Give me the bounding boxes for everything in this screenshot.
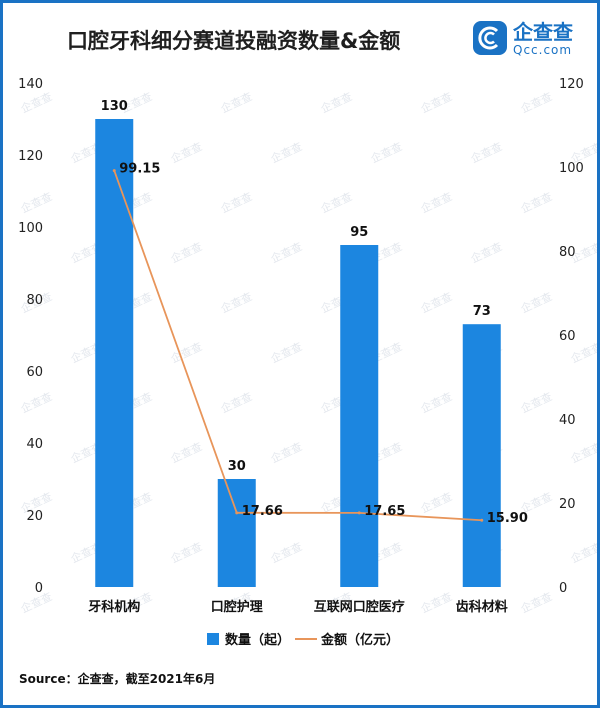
category-label: 齿科材料 <box>456 599 508 615</box>
legend-bar-label: 数量（起） <box>225 632 290 648</box>
bar-齿科材料 <box>462 324 501 587</box>
watermark-text: 企查查 <box>518 389 554 416</box>
watermark-text: 企查查 <box>18 389 54 416</box>
category-label: 口腔护理 <box>211 599 263 615</box>
watermark-text: 企查查 <box>268 539 304 566</box>
watermark-text: 企查查 <box>268 139 304 166</box>
watermark-text: 企查查 <box>518 89 554 116</box>
watermark-text: 企查查 <box>418 489 454 516</box>
bar-value-label: 130 <box>101 99 128 114</box>
legend-bar-swatch <box>207 633 219 645</box>
data-labels: 130 30 95 73 99.15 17.66 17.65 15.90 <box>101 99 528 526</box>
watermark-text: 企查查 <box>218 189 254 216</box>
watermark-text: 企查查 <box>518 289 554 316</box>
bar-口腔护理 <box>217 479 256 587</box>
left-tick-label: 80 <box>26 293 43 308</box>
category-label: 互联网口腔医疗 <box>314 599 405 615</box>
watermark-text: 企查查 <box>318 189 354 216</box>
watermark-text: 企查查 <box>18 189 54 216</box>
right-tick-label: 40 <box>559 413 576 428</box>
watermark-text: 企查查 <box>268 339 304 366</box>
amount-point <box>112 169 116 173</box>
line-value-label: 17.65 <box>364 504 405 519</box>
right-tick-label: 60 <box>559 329 576 344</box>
watermark-text: 企查查 <box>518 589 554 616</box>
watermark-text: 企查查 <box>418 389 454 416</box>
watermark-text: 企查查 <box>318 89 354 116</box>
legend: 数量（起） 金额（亿元） <box>207 632 399 648</box>
bar-value-label: 95 <box>350 225 368 240</box>
source-note: Source：企查查，截至2021年6月 <box>19 671 215 686</box>
right-tick-label: 80 <box>559 245 576 260</box>
legend-line-label: 金额（亿元） <box>320 632 399 648</box>
left-tick-label: 100 <box>18 221 43 236</box>
watermark-text: 企查查 <box>218 389 254 416</box>
watermark-text: 企查查 <box>418 289 454 316</box>
watermark-text: 企查查 <box>268 439 304 466</box>
watermark-text: 企查查 <box>418 589 454 616</box>
right-y-axis: 0 20 40 60 80 100 120 <box>559 77 584 596</box>
watermark-text: 企查查 <box>418 89 454 116</box>
watermark-text: 企查查 <box>368 139 404 166</box>
logo-name: 企查查 <box>512 20 573 44</box>
left-y-axis: 0 20 40 60 80 100 120 140 <box>18 77 43 596</box>
category-label: 牙科机构 <box>88 599 140 615</box>
left-tick-label: 40 <box>26 437 43 452</box>
right-tick-label: 20 <box>559 497 576 512</box>
left-tick-label: 120 <box>18 149 43 164</box>
left-tick-label: 20 <box>26 509 43 524</box>
watermark-text: 企查查 <box>268 239 304 266</box>
watermark-text: 企查查 <box>218 289 254 316</box>
watermark-text: 企查查 <box>418 189 454 216</box>
bar-value-label: 73 <box>473 304 491 319</box>
logo-badge-icon <box>473 21 507 55</box>
watermark-text: 企查查 <box>168 439 204 466</box>
watermark-text: 企查查 <box>18 89 54 116</box>
right-tick-label: 100 <box>559 161 584 176</box>
bar-牙科机构 <box>95 119 134 587</box>
left-tick-label: 0 <box>35 581 43 596</box>
right-tick-label: 0 <box>559 581 567 596</box>
watermark-text: 企查查 <box>568 439 597 466</box>
logo-mark-inner <box>484 31 495 45</box>
logo-domain: Qcc.com <box>513 43 572 57</box>
line-value-label: 17.66 <box>242 504 283 519</box>
chart: 企查查 企查查 企查查 企查查 企查查 企查查企查查 企查查 企查查 企查查 企查查 企查查企查查企… <box>18 20 597 686</box>
watermark-text: 企查查 <box>168 139 204 166</box>
left-tick-label: 60 <box>26 365 43 380</box>
watermark-text: 企查查 <box>168 339 204 366</box>
watermark-text: 企查查 <box>468 139 504 166</box>
qcc-logo: 企查查 Qcc.com <box>473 20 573 57</box>
watermark-text: 企查查 <box>518 189 554 216</box>
amount-point <box>235 511 239 515</box>
amount-line <box>113 170 482 522</box>
amount-point <box>480 518 484 522</box>
watermark-text: 企查查 <box>168 539 204 566</box>
bar-互联网口腔医疗 <box>340 245 379 587</box>
chart-title: 口腔牙科细分赛道投融资数量&金额 <box>67 29 400 53</box>
watermark-text: 企查查 <box>468 239 504 266</box>
watermark-text: 企查查 <box>168 239 204 266</box>
line-value-label: 99.15 <box>119 162 160 177</box>
logo-mark-outer <box>478 26 499 50</box>
line-value-label: 15.90 <box>487 511 528 526</box>
category-labels: 牙科机构 口腔护理 互联网口腔医疗 齿科材料 <box>88 599 508 615</box>
watermark-text: 企查查 <box>568 539 597 566</box>
bar-series <box>95 119 501 587</box>
amount-point <box>357 511 361 515</box>
left-tick-label: 140 <box>18 77 43 92</box>
watermark-text: 企查查 <box>218 89 254 116</box>
right-tick-label: 120 <box>559 77 584 92</box>
bar-value-label: 30 <box>228 459 246 474</box>
line-series <box>112 169 484 522</box>
